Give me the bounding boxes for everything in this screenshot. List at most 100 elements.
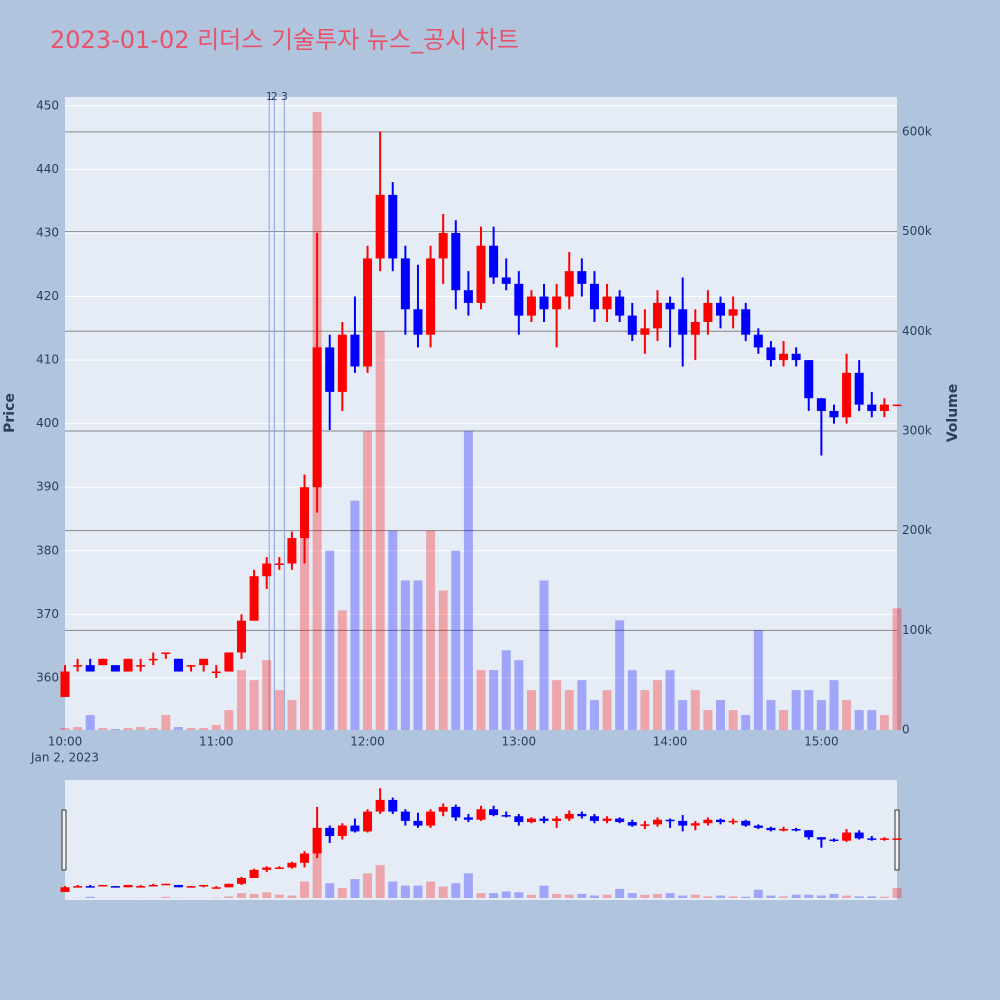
slider-candle-body (804, 830, 814, 838)
volume-bar (690, 690, 700, 730)
range-handle-right[interactable] (894, 809, 900, 871)
slider-candle-body (741, 820, 751, 826)
volume-bar (123, 728, 133, 730)
slider-candle-body (60, 887, 70, 892)
y-tick-label: 360 (36, 670, 59, 684)
volume-bar (287, 700, 297, 730)
volume-bar (564, 690, 574, 730)
slider-candle-body (136, 886, 146, 888)
slider-volume-bar (85, 896, 95, 898)
volume-bar (678, 700, 688, 730)
volume-bar (224, 710, 234, 730)
volume-bar (879, 715, 889, 730)
volume-bar (463, 430, 473, 730)
range-handle-left[interactable] (61, 809, 67, 871)
slider-candle-body (627, 822, 637, 826)
slider-volume-bar (804, 894, 814, 898)
slider-candle-body (287, 862, 297, 868)
candle-body (300, 487, 310, 539)
volume-bar (589, 700, 599, 730)
volume-bar (716, 700, 726, 730)
candle-body (325, 347, 335, 392)
candle-body (136, 665, 146, 667)
slider-volume-bar (577, 893, 587, 898)
x-tick-label: 10:00 (48, 735, 83, 749)
candle-body (73, 665, 83, 667)
volume-bar (842, 700, 852, 730)
volume-bar (73, 727, 83, 730)
candle-body (451, 233, 461, 291)
slider-candle-body (766, 827, 776, 831)
slider-volume-bar (652, 893, 662, 898)
volume-bar (615, 620, 625, 730)
candle-body (148, 658, 158, 661)
candle-body (753, 334, 763, 348)
slider-candle-body (236, 877, 246, 884)
candle-body (476, 245, 486, 303)
slider-candle-body (577, 813, 587, 817)
slider-volume-bar (287, 895, 297, 898)
slider-volume-bar (741, 896, 751, 898)
slider-candle-body (375, 799, 385, 812)
slider-candle-body (274, 867, 284, 869)
volume-bar (640, 690, 650, 730)
x-tick-label: 11:00 (199, 735, 234, 749)
candle-body (85, 665, 95, 672)
slider-volume-bar (728, 896, 738, 898)
slider-volume-bar (854, 896, 864, 898)
slider-candle-body (98, 884, 108, 887)
volume-bar (476, 670, 486, 730)
volume-bar (400, 580, 410, 730)
slider-volume-bar (224, 896, 234, 898)
volume-bar (854, 710, 864, 730)
y-tick-label: 370 (36, 607, 59, 621)
slider-candle-body (363, 811, 373, 832)
candle-body (350, 334, 360, 367)
candle-body (60, 671, 70, 697)
candle-body (375, 194, 385, 259)
y2-tick-label: 500k (902, 224, 932, 238)
slider-candle-body (73, 886, 83, 888)
x-axis-sublabel: Jan 2, 2023 (30, 751, 99, 765)
range-slider[interactable] (65, 780, 897, 900)
candle-body (249, 576, 259, 621)
candle-body (640, 328, 650, 335)
slider-volume-bar (476, 893, 486, 898)
volume-bar (867, 710, 877, 730)
slider-candle-body (110, 886, 120, 888)
slider-volume-bar (602, 894, 612, 898)
candle-body (854, 372, 864, 405)
slider-candle-body (552, 818, 562, 821)
candle-body (829, 410, 839, 418)
volume-bar (526, 690, 536, 730)
candle-body (552, 296, 562, 310)
slider-candle-body (703, 819, 713, 824)
volume-bar (816, 700, 826, 730)
candle-body (728, 309, 738, 316)
slider-candle-body (199, 884, 209, 887)
slider-volume-bar (879, 896, 889, 898)
slider-volume-bar (249, 893, 259, 898)
slider-candle-body (539, 818, 549, 821)
volume-bar (300, 530, 310, 730)
x-tick-label: 12:00 (350, 735, 385, 749)
y-tick-label: 390 (36, 480, 59, 494)
slider-volume-bar (312, 847, 322, 898)
candle-body (716, 302, 726, 316)
candle-body (652, 302, 662, 329)
volume-bar (741, 715, 751, 730)
volume-bar (539, 580, 549, 730)
slider-volume-bar (451, 883, 461, 898)
volume-bar (186, 728, 196, 730)
slider-candle-body (451, 806, 461, 818)
x-tick-label: 14:00 (653, 735, 688, 749)
volume-bar (363, 430, 373, 730)
annotation-label: 3 (281, 90, 288, 103)
slider-candle-body (388, 799, 398, 812)
volume-bar (350, 500, 360, 730)
volume-bar (602, 690, 612, 730)
y2-axis-title: Volume (945, 384, 961, 443)
slider-volume-bar (438, 886, 448, 898)
slider-volume-bar (665, 893, 675, 898)
slider-volume-bar (539, 885, 549, 898)
